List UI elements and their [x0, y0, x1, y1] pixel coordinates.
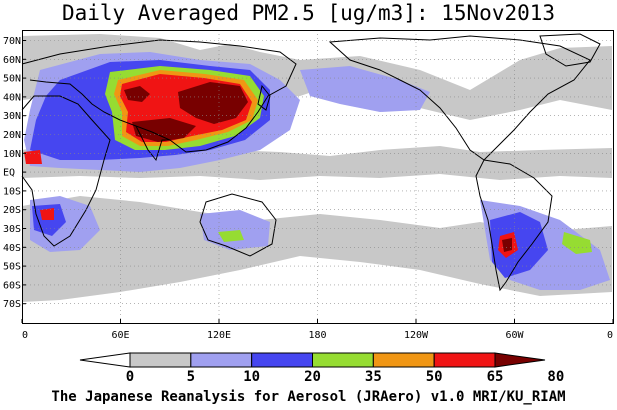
lat-label: 20N [3, 130, 21, 141]
lat-label: 10S [3, 186, 21, 197]
colorbar-box [129, 352, 192, 368]
core-darkred-central-asia [124, 86, 150, 102]
lat-label: 50S [3, 262, 21, 273]
colorbar-label: 50 [426, 369, 443, 385]
colorbar-box [372, 352, 435, 368]
coast-africa [21, 95, 111, 247]
lat-label: 30S [3, 224, 21, 235]
lat-label: 70N [3, 36, 21, 47]
lon-label: 60W [505, 330, 524, 341]
graticule [26, 30, 613, 323]
lat-label: 60S [3, 280, 21, 291]
coastlines [21, 33, 601, 292]
lat-label: 40N [3, 92, 21, 103]
longitude-axis: 0 60E 120E 180 120W 60W 0 [21, 319, 614, 341]
colorbar-box [312, 352, 374, 368]
haze-lightblue-australia [200, 210, 270, 250]
coast-india [135, 125, 170, 162]
lon-label: 120E [207, 330, 231, 341]
colorbar-box [190, 352, 253, 368]
core-darkred-south-asia [132, 118, 196, 142]
lon-label: 120W [404, 330, 429, 341]
coast-south-america [475, 159, 553, 292]
coast-north-america [328, 35, 591, 161]
map-frame [22, 30, 614, 324]
footer-credit: The Japanese Reanalysis for Aerosol (JRA… [51, 389, 566, 405]
lon-label: 60E [111, 330, 129, 341]
colorbar-box [433, 352, 496, 368]
lat-label: 40S [3, 243, 21, 254]
colorbar-label: 0 [126, 369, 134, 385]
haze-band-southern [22, 196, 612, 302]
lon-label: 0 [607, 330, 613, 341]
colorbar: 0 5 10 20 35 50 65 80 [79, 352, 564, 385]
haze-red-africa-south [40, 208, 54, 220]
pm25-concentration-field [22, 34, 612, 302]
lat-label: EQ [3, 168, 15, 179]
lat-label: 30N [3, 111, 21, 122]
haze-blue-south-america [490, 212, 548, 278]
coast-greenland [539, 33, 601, 67]
haze-green-australia [218, 230, 244, 242]
haze-band-tropics [22, 140, 612, 180]
colorbar-upper-arrow [494, 352, 546, 368]
coast-australia [199, 193, 277, 257]
latitude-axis: 70N 60N 50N 40N 30N 20N 10N EQ 10S 20S 30S 40S 50S 60… [3, 36, 26, 310]
core-darkred-east-asia [178, 82, 248, 124]
lat-label: 10N [3, 149, 21, 160]
lon-label: 0 [22, 330, 28, 341]
lat-label: 20S [3, 205, 21, 216]
colorbar-label: 5 [187, 369, 195, 385]
lat-label: 50N [3, 74, 21, 85]
lat-label: 70S [3, 299, 21, 310]
colorbar-label: 10 [243, 369, 260, 385]
colorbar-label: 20 [304, 369, 321, 385]
colorbar-lower-arrow [79, 352, 131, 368]
colorbar-label: 35 [365, 369, 382, 385]
coast-eurasia [21, 39, 297, 153]
haze-red-africa-west [24, 150, 42, 164]
coast-japan [257, 84, 271, 111]
map-title: Daily Averaged PM2.5 [ug/m3]: 15Nov2013 [61, 1, 556, 25]
lat-label: 60N [3, 55, 21, 66]
colorbar-box [251, 352, 314, 368]
colorbar-label: 65 [487, 369, 504, 385]
haze-lightblue-pacific [300, 66, 430, 112]
lon-label: 180 [308, 330, 326, 341]
core-darkred-south-america [502, 238, 512, 252]
haze-green-atlantic [562, 232, 592, 254]
colorbar-label: 80 [547, 369, 564, 385]
